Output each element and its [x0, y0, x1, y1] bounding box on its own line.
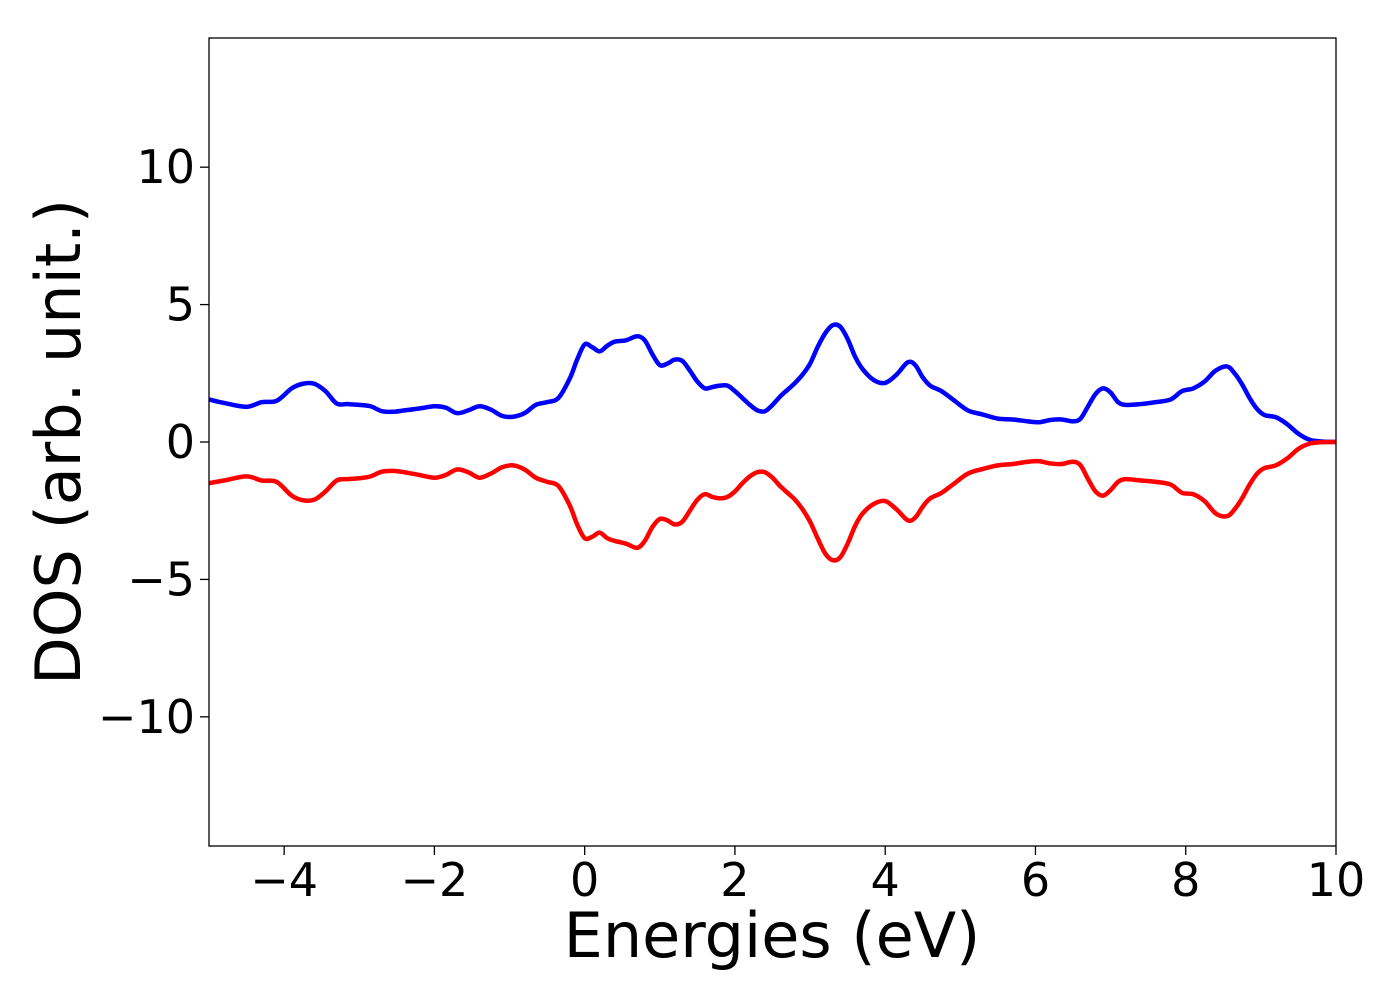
x-tick-label: 6 [1021, 853, 1050, 907]
x-axis-label: Energies (eV) [564, 899, 981, 972]
y-tick-label: 10 [136, 140, 195, 194]
x-axis-ticks: −4 −2 0 2 4 6 8 10 [250, 846, 1365, 907]
x-tick-label: −4 [250, 853, 318, 907]
y-tick-label: 5 [166, 278, 195, 332]
y-tick-label: −10 [98, 690, 195, 744]
x-tick-label: 2 [720, 853, 749, 907]
x-tick-label: −2 [400, 853, 468, 907]
y-axis-label: DOS (arb. unit.) [22, 199, 95, 685]
plot-area [209, 322, 1336, 563]
x-tick-label: 4 [871, 853, 900, 907]
dos-series-line-upper [209, 322, 1336, 445]
x-tick-label: 10 [1307, 853, 1366, 907]
x-tick-label: 8 [1171, 853, 1200, 907]
x-tick-label: 0 [570, 853, 599, 907]
y-tick-label: −5 [127, 552, 195, 606]
plot-frame [208, 37, 1337, 847]
y-tick-label: 0 [166, 415, 195, 469]
dos-series-line-lower [209, 439, 1336, 563]
y-axis-ticks: −10 −5 0 5 10 [98, 140, 209, 744]
